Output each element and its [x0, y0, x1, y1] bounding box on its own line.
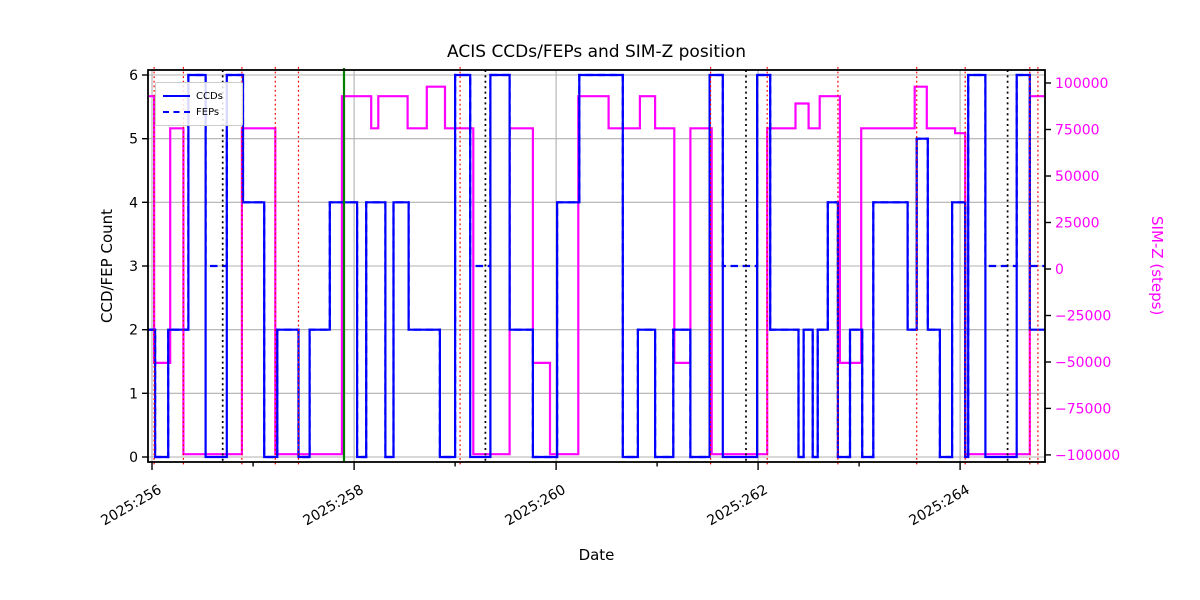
simz-line: [148, 85, 1045, 456]
svg-text:−100000: −100000: [1055, 448, 1120, 464]
svg-text:2025:260: 2025:260: [503, 482, 569, 529]
hrc-obs-vlines: [221, 70, 1009, 462]
feps-line-sample: [163, 111, 190, 113]
svg-text:−25000: −25000: [1055, 309, 1111, 325]
y-axis-left-ticks: [142, 74, 148, 458]
svg-text:−50000: −50000: [1055, 355, 1111, 371]
svg-text:2025:258: 2025:258: [301, 482, 367, 529]
svg-text:0: 0: [129, 450, 138, 466]
ccds-line-sample: [163, 95, 190, 97]
svg-text:50000: 50000: [1055, 169, 1100, 185]
svg-text:3: 3: [129, 259, 138, 275]
legend-item-feps: FEPs: [163, 104, 235, 120]
svg-text:−75000: −75000: [1055, 401, 1111, 417]
sim-move-vlines: [153, 67, 1039, 465]
x-axis-ticks: [151, 462, 961, 470]
svg-text:75000: 75000: [1055, 123, 1100, 139]
y-axis-right-tick-labels: −100000 −75000 −50000 −25000 0 25000 50000 7500…: [1055, 76, 1120, 464]
chart-title: ACIS CCDs/FEPs and SIM-Z position: [447, 42, 746, 62]
legend-item-ccds: CCDs: [163, 88, 235, 104]
svg-text:0: 0: [1055, 262, 1064, 278]
y-axis-right-ticks: [1045, 82, 1051, 456]
svg-text:25000: 25000: [1055, 216, 1100, 232]
legend-label-feps: FEPs: [196, 106, 220, 118]
svg-text:6: 6: [129, 68, 138, 84]
svg-text:2025:264: 2025:264: [907, 482, 973, 529]
svg-text:2025:262: 2025:262: [705, 482, 771, 529]
svg-text:4: 4: [129, 195, 138, 211]
x-axis-label: Date: [578, 546, 615, 564]
legend: CCDs FEPs: [155, 82, 243, 126]
x-axis-tick-labels: 2025:256 2025:258 2025:260 2025:262 2025:264: [98, 482, 972, 529]
svg-text:5: 5: [129, 132, 138, 148]
y-axis-right-label: SIM-Z (steps): [1148, 216, 1166, 316]
svg-text:1: 1: [129, 386, 138, 402]
svg-text:100000: 100000: [1055, 76, 1108, 92]
svg-text:2: 2: [129, 323, 138, 339]
y-axis-left-tick-labels: 0 1 2 3 4 5 6: [129, 68, 138, 466]
y-axis-left-label: CCD/FEP Count: [98, 208, 116, 324]
svg-text:2025:256: 2025:256: [98, 482, 164, 529]
legend-label-ccds: CCDs: [196, 90, 223, 102]
